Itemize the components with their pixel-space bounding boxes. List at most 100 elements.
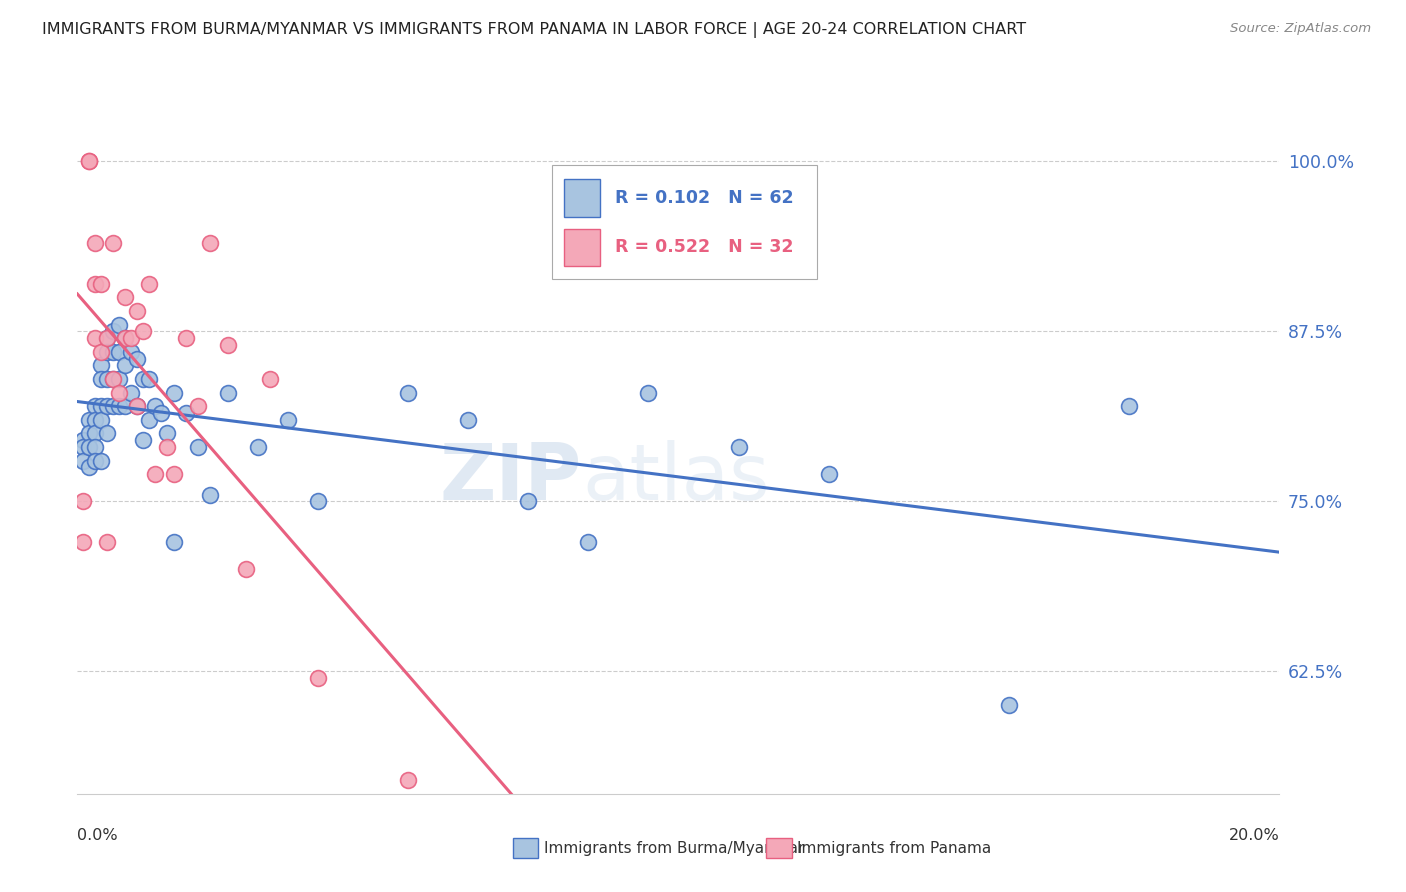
Point bbox=[108, 344, 131, 359]
Point bbox=[84, 440, 107, 454]
Point bbox=[72, 453, 94, 467]
Point bbox=[120, 331, 142, 345]
Point bbox=[79, 154, 101, 169]
Text: R = 0.522   N = 32: R = 0.522 N = 32 bbox=[614, 238, 793, 257]
Point bbox=[132, 372, 155, 386]
Point bbox=[138, 277, 160, 291]
Point bbox=[120, 344, 142, 359]
Point bbox=[132, 434, 155, 448]
Point bbox=[246, 440, 269, 454]
Point bbox=[72, 440, 94, 454]
Point bbox=[108, 399, 131, 413]
Text: Source: ZipAtlas.com: Source: ZipAtlas.com bbox=[1230, 22, 1371, 36]
Point bbox=[84, 235, 107, 250]
Point bbox=[114, 359, 136, 373]
Point bbox=[114, 331, 136, 345]
Point bbox=[103, 344, 125, 359]
Point bbox=[277, 413, 299, 427]
Point bbox=[96, 344, 118, 359]
Point bbox=[217, 385, 239, 400]
Point bbox=[120, 385, 142, 400]
Point bbox=[307, 671, 329, 685]
Point bbox=[198, 488, 221, 502]
Point bbox=[90, 413, 112, 427]
Text: Immigrants from Panama: Immigrants from Panama bbox=[797, 841, 991, 855]
Point bbox=[127, 351, 149, 366]
Point bbox=[817, 467, 839, 482]
Point bbox=[72, 494, 94, 508]
Point bbox=[187, 440, 209, 454]
Point bbox=[174, 406, 197, 420]
Point bbox=[517, 494, 540, 508]
Point bbox=[90, 399, 112, 413]
Point bbox=[84, 399, 107, 413]
Point bbox=[235, 562, 257, 576]
Point bbox=[84, 413, 107, 427]
Point bbox=[727, 440, 749, 454]
Point bbox=[162, 535, 184, 549]
Text: 20.0%: 20.0% bbox=[1229, 828, 1279, 843]
Point bbox=[637, 385, 659, 400]
Point bbox=[114, 331, 136, 345]
FancyBboxPatch shape bbox=[553, 165, 817, 278]
Point bbox=[90, 277, 112, 291]
Point bbox=[217, 338, 239, 352]
Point bbox=[114, 290, 136, 304]
Point bbox=[103, 372, 125, 386]
Point bbox=[174, 331, 197, 345]
Point bbox=[457, 413, 479, 427]
Point bbox=[96, 399, 118, 413]
Point bbox=[576, 535, 599, 549]
Point bbox=[96, 372, 118, 386]
Point bbox=[162, 385, 184, 400]
Point bbox=[90, 453, 112, 467]
Point bbox=[198, 235, 221, 250]
Point bbox=[108, 372, 131, 386]
Text: IMMIGRANTS FROM BURMA/MYANMAR VS IMMIGRANTS FROM PANAMA IN LABOR FORCE | AGE 20-: IMMIGRANTS FROM BURMA/MYANMAR VS IMMIGRA… bbox=[42, 22, 1026, 38]
Point bbox=[84, 331, 107, 345]
Point bbox=[396, 773, 419, 788]
Text: R = 0.102   N = 62: R = 0.102 N = 62 bbox=[614, 189, 793, 207]
Point bbox=[79, 440, 101, 454]
Point bbox=[259, 372, 281, 386]
Point bbox=[156, 426, 179, 441]
Bar bbox=[564, 228, 600, 267]
Point bbox=[72, 535, 94, 549]
Point bbox=[145, 399, 167, 413]
Point bbox=[90, 359, 112, 373]
Point bbox=[84, 453, 107, 467]
Point bbox=[187, 399, 209, 413]
Point bbox=[132, 325, 155, 339]
Point bbox=[84, 426, 107, 441]
Point bbox=[138, 372, 160, 386]
Point bbox=[114, 399, 136, 413]
Point bbox=[90, 344, 112, 359]
Text: 0.0%: 0.0% bbox=[77, 828, 118, 843]
Text: ZIP: ZIP bbox=[440, 440, 582, 516]
Point bbox=[307, 494, 329, 508]
Point bbox=[1118, 399, 1140, 413]
Point bbox=[84, 277, 107, 291]
Point bbox=[79, 426, 101, 441]
Point bbox=[127, 399, 149, 413]
Point bbox=[103, 372, 125, 386]
Point bbox=[79, 413, 101, 427]
Point bbox=[103, 399, 125, 413]
Point bbox=[103, 235, 125, 250]
Point bbox=[998, 698, 1021, 713]
Point bbox=[127, 399, 149, 413]
Point bbox=[96, 426, 118, 441]
Text: atlas: atlas bbox=[582, 440, 769, 516]
Point bbox=[138, 413, 160, 427]
Point bbox=[96, 331, 118, 345]
Point bbox=[145, 467, 167, 482]
Bar bbox=[564, 179, 600, 217]
Text: Immigrants from Burma/Myanmar: Immigrants from Burma/Myanmar bbox=[544, 841, 804, 855]
Point bbox=[150, 406, 173, 420]
Point bbox=[79, 154, 101, 169]
Point bbox=[96, 331, 118, 345]
Point bbox=[396, 385, 419, 400]
Point bbox=[96, 535, 118, 549]
Point bbox=[90, 372, 112, 386]
Point bbox=[156, 440, 179, 454]
